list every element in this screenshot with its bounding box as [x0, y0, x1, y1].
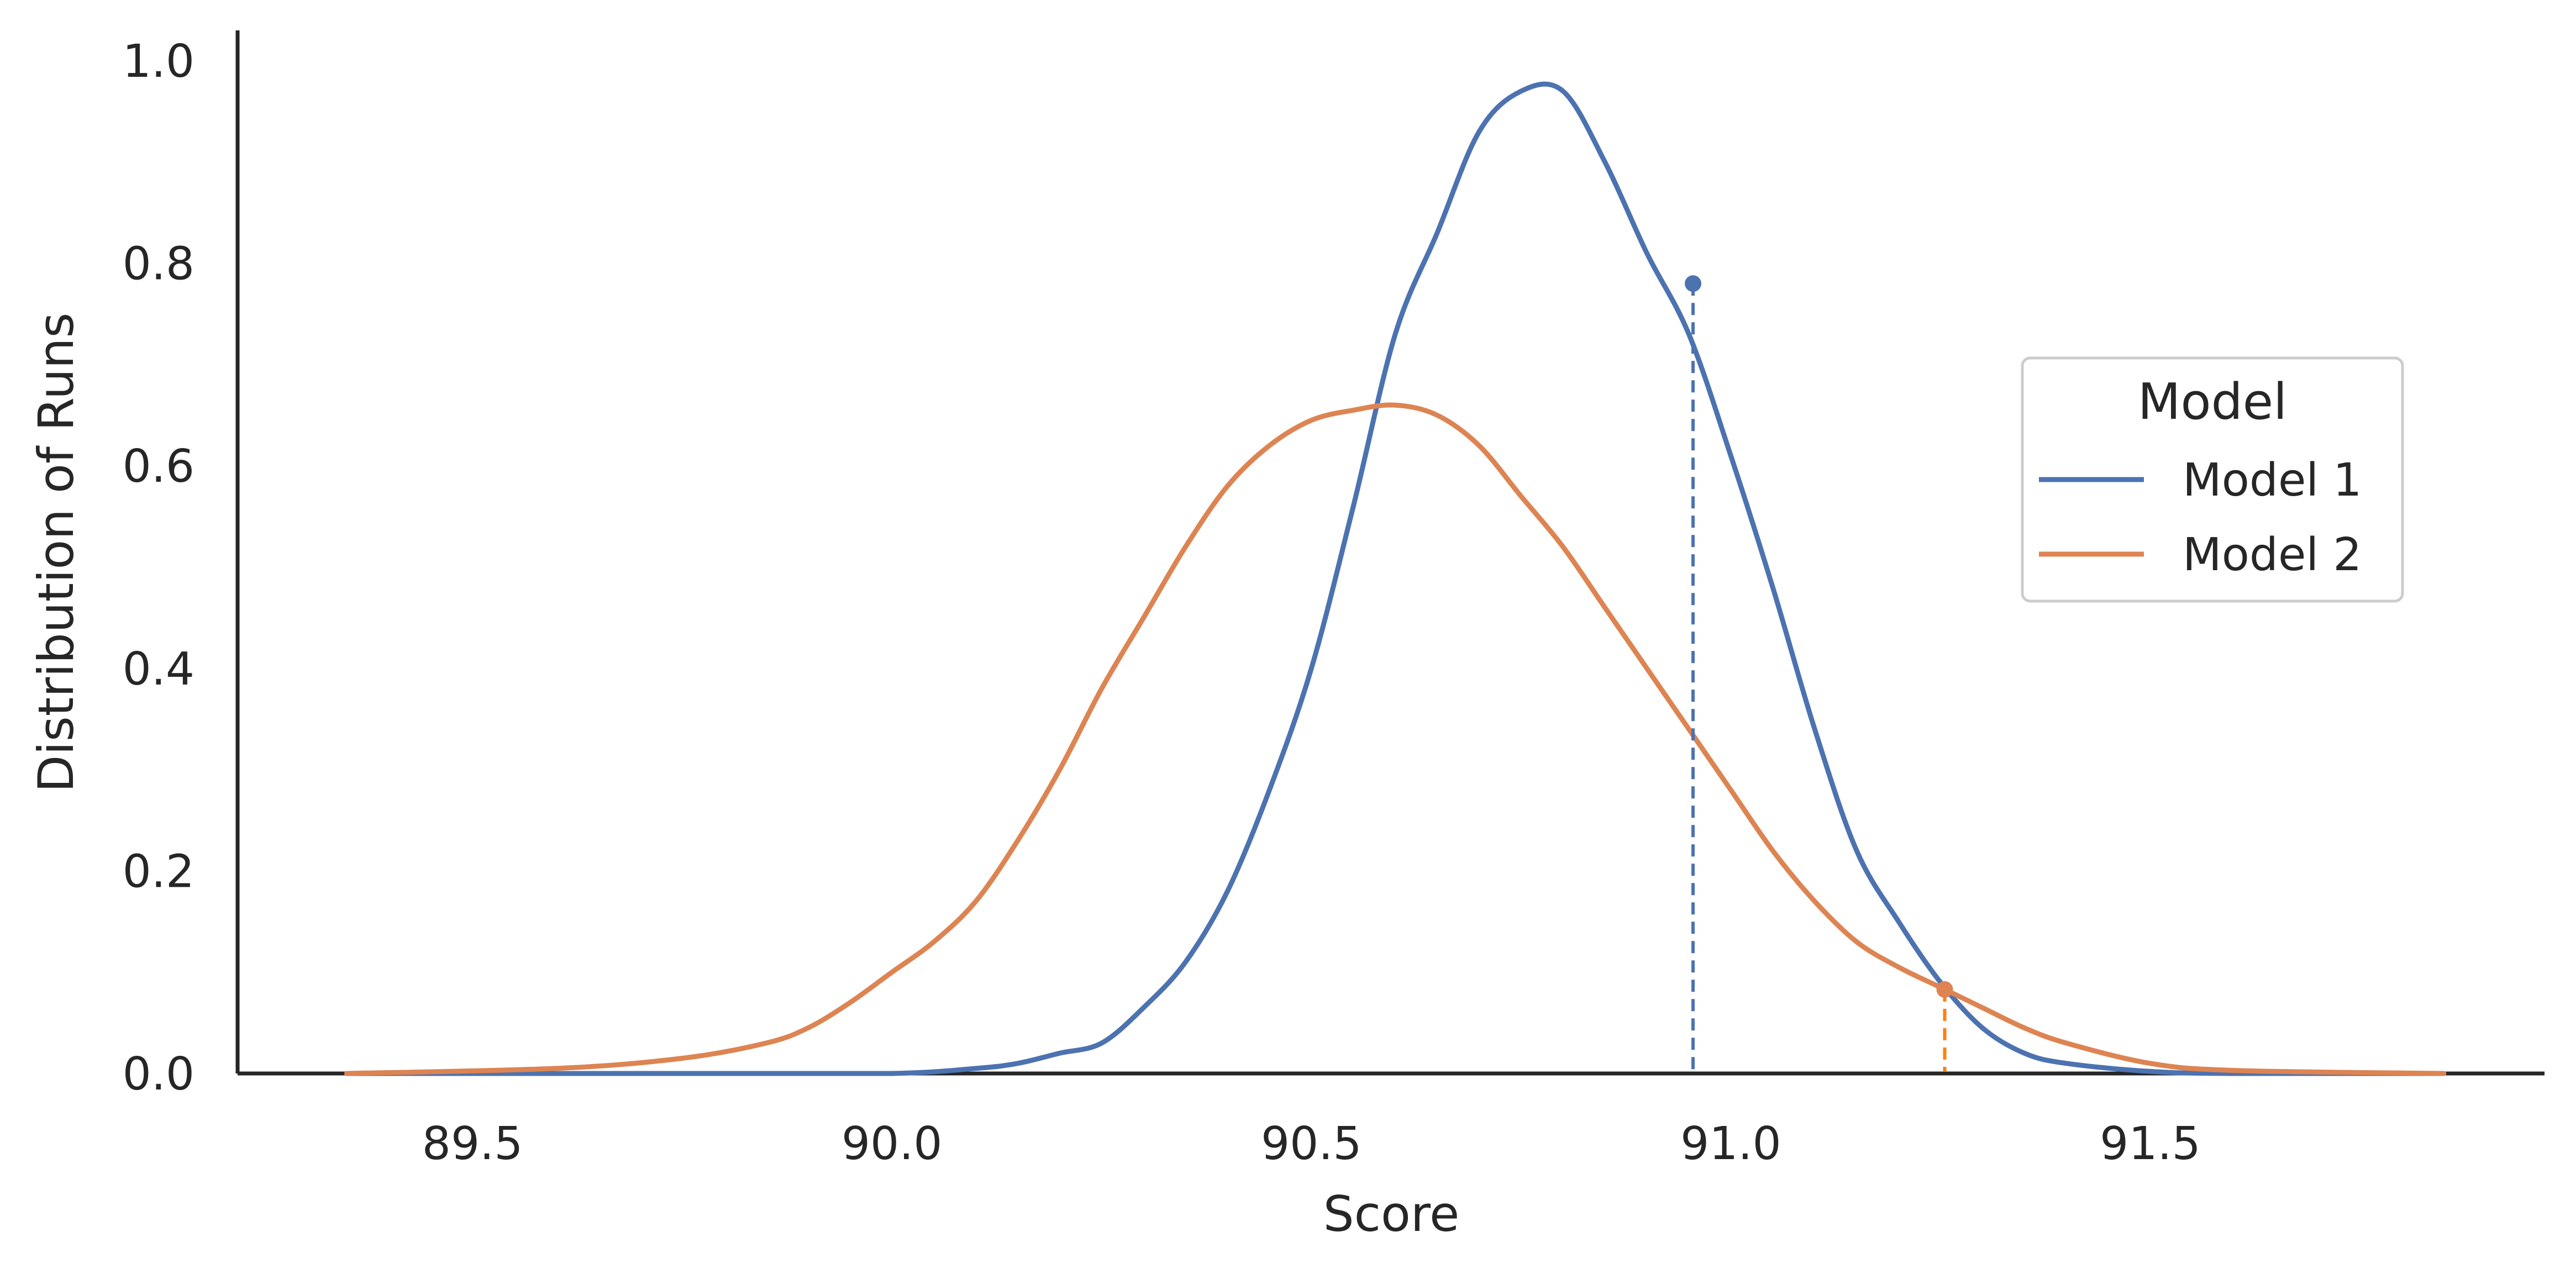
x-tick-label: 90.0 — [842, 1118, 943, 1170]
legend-title: Model — [2138, 373, 2287, 431]
y-axis-label: Distribution of Runs — [28, 313, 85, 793]
y-tick-label: 0.0 — [123, 1048, 194, 1101]
x-tick-label: 89.5 — [422, 1118, 523, 1170]
reference-lines — [1685, 275, 1953, 1072]
legend: Model Model 1 Model 2 — [2021, 356, 2404, 603]
x-tick-label: 91.5 — [2100, 1118, 2201, 1170]
y-tick-label: 1.0 — [123, 35, 194, 88]
marker-point-model-2 — [1936, 981, 1953, 998]
legend-label-model-1: Model 1 — [2183, 454, 2362, 507]
legend-frame — [2021, 356, 2404, 603]
y-ticks: 0.0 0.2 0.4 0.6 0.8 1.0 — [123, 35, 194, 1101]
marker-point-model-1 — [1685, 275, 1702, 292]
legend-entries: Model 1 Model 2 — [2039, 454, 2362, 581]
y-tick-label: 0.2 — [123, 845, 194, 898]
legend-label-model-2: Model 2 — [2183, 529, 2362, 581]
x-axis-label: Score — [1323, 1186, 1459, 1243]
y-tick-label: 0.8 — [123, 238, 194, 291]
y-tick-label: 0.4 — [123, 643, 194, 696]
x-ticks: 89.5 90.0 90.5 91.0 91.5 — [422, 1118, 2201, 1170]
y-tick-label: 0.6 — [123, 440, 194, 493]
x-tick-label: 91.0 — [1680, 1118, 1781, 1170]
x-tick-label: 90.5 — [1261, 1118, 1362, 1170]
